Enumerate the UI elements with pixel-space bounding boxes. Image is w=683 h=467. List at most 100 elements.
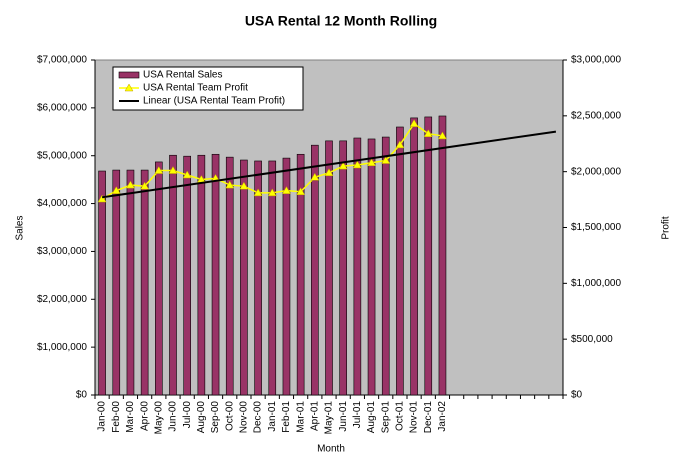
y2-tick-label: $1,500,000: [571, 222, 621, 233]
x-tick-label: Jan-00: [97, 401, 108, 432]
legend: [112, 66, 304, 111]
bar: [126, 169, 135, 396]
marker: [182, 170, 192, 179]
x-tick-label: Oct-00: [224, 401, 235, 431]
y-axis-label: Sales: [15, 215, 26, 240]
y-tick-label: $7,000,000: [37, 55, 87, 66]
bar: [155, 161, 163, 396]
bar: [339, 140, 347, 396]
x-tick-label: Sep-01: [380, 401, 391, 434]
legend-swatch: [118, 71, 140, 79]
y2-tick-label: $0: [571, 390, 583, 401]
marker: [296, 187, 306, 196]
bar: [254, 160, 262, 396]
bar: [325, 140, 333, 396]
marker: [395, 140, 405, 149]
marker: [282, 186, 291, 194]
bar: [225, 156, 234, 396]
x-tick-label: Aug-00: [196, 401, 207, 434]
x-tick-label: Dec-00: [253, 401, 264, 434]
marker: [352, 160, 362, 169]
y-tick-label: $2,000,000: [37, 294, 87, 305]
x-tick-label: Jun-01: [338, 401, 349, 432]
bar: [140, 169, 149, 396]
y2-axis-label: Profit: [661, 216, 672, 240]
x-tick-label: Dec-01: [423, 401, 434, 434]
bar: [367, 138, 376, 396]
bar: [396, 126, 404, 396]
marker: [409, 119, 419, 127]
marker: [168, 166, 178, 174]
bar: [311, 144, 319, 396]
y-tick-label: $5,000,000: [37, 150, 87, 161]
bar: [211, 153, 220, 396]
marker: [239, 181, 249, 190]
bar: [183, 155, 191, 396]
y2-tick-label: $2,000,000: [571, 166, 621, 177]
x-tick-label: Aug-01: [366, 401, 377, 434]
y-tick-label: $1,000,000: [37, 342, 87, 353]
marker: [111, 186, 121, 194]
bar: [112, 169, 121, 396]
x-tick-label: Jan-01: [267, 401, 278, 432]
marker: [225, 180, 235, 189]
y-tick-label: $0: [76, 390, 88, 401]
marker: [154, 166, 164, 174]
bar: [438, 115, 447, 396]
marker: [381, 155, 391, 164]
y-tick-label: $6,000,000: [37, 102, 87, 113]
x-tick-label: Jul-00: [182, 401, 193, 429]
x-tick-label: May-00: [153, 401, 164, 435]
y2-tick-label: $3,000,000: [571, 55, 621, 66]
bar: [240, 159, 248, 396]
x-tick-label: May-01: [324, 401, 335, 435]
x-tick-label: Sep-00: [210, 401, 221, 434]
y-tick-label: $4,000,000: [37, 198, 87, 209]
x-tick-label: Jan-02: [437, 401, 448, 432]
bar: [197, 154, 206, 396]
bar: [268, 160, 277, 396]
legend-label: Linear (USA Rental Team Profit): [143, 96, 285, 107]
x-tick-label: Apr-01: [309, 401, 320, 431]
x-tick-label: Nov-01: [409, 401, 420, 434]
x-tick-label: Mar-00: [125, 401, 136, 433]
bar: [169, 154, 177, 396]
legend-marker: [124, 83, 134, 92]
bar: [381, 136, 390, 396]
bar: [282, 157, 291, 396]
marker: [97, 194, 107, 203]
x-axis-label: Month: [317, 444, 345, 455]
x-tick-label: Mar-01: [295, 401, 306, 433]
bar: [296, 153, 305, 396]
marker: [267, 188, 277, 197]
y2-tick-label: $500,000: [571, 334, 613, 345]
chart-title: USA Rental 12 Month Rolling: [245, 13, 437, 29]
y-tick-label: $3,000,000: [37, 246, 87, 257]
x-tick-label: Oct-01: [395, 401, 406, 431]
x-tick-label: Jun-00: [168, 401, 179, 432]
bar: [98, 170, 106, 396]
marker: [126, 180, 135, 189]
marker: [253, 188, 263, 197]
trendline: [101, 130, 557, 199]
legend-label: USA Rental Team Profit: [143, 83, 248, 94]
marker: [310, 172, 320, 181]
x-tick-label: Nov-00: [239, 401, 250, 434]
x-tick-label: Jul-01: [352, 401, 363, 429]
marker: [423, 129, 433, 137]
x-tick-label: Feb-01: [281, 401, 292, 433]
bar: [410, 117, 418, 396]
marker: [140, 181, 150, 190]
marker: [367, 158, 376, 166]
y2-tick-label: $1,000,000: [571, 278, 621, 289]
marker: [438, 131, 447, 140]
x-tick-label: Apr-00: [139, 401, 150, 431]
x-tick-label: Feb-00: [111, 401, 122, 433]
bar: [353, 137, 362, 396]
marker: [324, 168, 334, 177]
y2-tick-label: $2,500,000: [571, 110, 621, 121]
legend-label: USA Rental Sales: [143, 70, 223, 81]
bar: [424, 116, 433, 396]
marker: [338, 161, 348, 170]
